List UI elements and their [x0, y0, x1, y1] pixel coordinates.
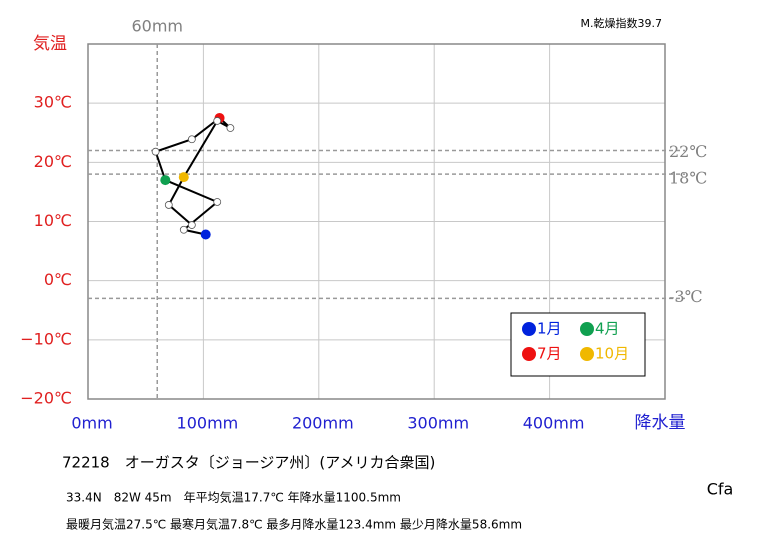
month-point: [151, 147, 160, 156]
reference-label: 22℃: [669, 142, 707, 161]
y-tick-label: 0℃: [44, 270, 72, 289]
highlight-point: [178, 172, 189, 183]
month-point: [179, 225, 188, 234]
legend-box: [510, 312, 646, 377]
x-tick-label: 400mm: [523, 414, 585, 433]
legend-marker: [522, 347, 536, 361]
legend-label: 10月: [595, 345, 629, 363]
month-point: [213, 117, 222, 125]
month-point: [187, 221, 196, 229]
y-tick-label: −20℃: [20, 389, 72, 408]
month-point: [187, 135, 196, 144]
legend-marker: [522, 322, 536, 336]
y-tick-label: 20℃: [34, 152, 72, 171]
legend-marker: [580, 347, 594, 361]
legend-label: 1月: [537, 320, 562, 338]
climate-class: Cfa: [707, 480, 734, 499]
x-tick-label: 200mm: [292, 414, 354, 433]
month-point: [226, 124, 235, 132]
month-point: [164, 201, 173, 209]
climate-line: [154, 116, 232, 236]
y-tick-label: 30℃: [34, 93, 72, 112]
legend-label: 4月: [595, 320, 620, 338]
station-info: 最暖月気温27.5℃ 最寒月気温7.8℃ 最多月降水量123.4mm 最少月降水…: [66, 517, 522, 532]
legend-marker: [580, 322, 594, 336]
x-tick-label: 300mm: [407, 414, 469, 433]
x-tick-label: 0mm: [71, 414, 112, 433]
reference-label: 18℃: [669, 169, 707, 188]
station-name: 72218 オーガスタ〔ジョージア州〕(アメリカ合衆国): [62, 454, 435, 472]
reference-label: 60mm: [131, 17, 183, 36]
highlight-point: [200, 229, 211, 240]
x-axis-label: 降水量: [635, 413, 686, 433]
highlight-point: [160, 175, 171, 186]
plot-border: [87, 43, 666, 400]
month-point: [213, 198, 222, 206]
y-tick-label: 10℃: [34, 211, 72, 230]
station-info: 33.4N 82W 45m 年平均気温17.7℃ 年降水量1100.5mm: [66, 490, 401, 505]
dryness-index: M.乾燥指数39.7: [581, 16, 662, 30]
reference-label: -3℃: [669, 287, 702, 306]
y-tick-label: −10℃: [20, 329, 72, 348]
x-tick-label: 100mm: [177, 414, 239, 433]
y-axis-label: 気温: [33, 34, 67, 54]
legend-label: 7月: [537, 345, 562, 363]
